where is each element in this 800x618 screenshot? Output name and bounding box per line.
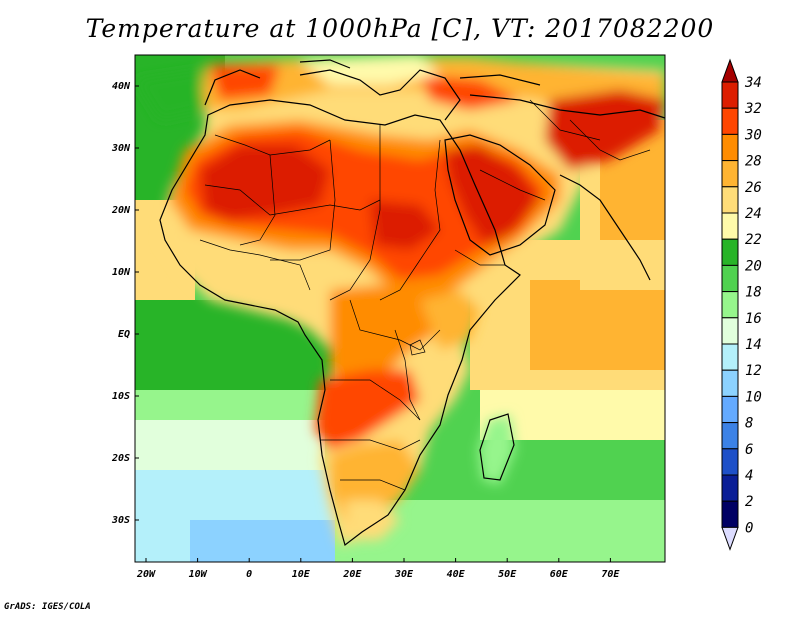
colorbar-swatch: [721, 448, 739, 476]
colorbar-label: 28: [745, 154, 762, 170]
temperature-field: [135, 55, 665, 562]
country-borders: [199, 99, 651, 491]
lon-label: 70E: [601, 569, 620, 580]
colorbar-label: 18: [745, 285, 762, 301]
map-title: Temperature at 1000hPa [C], VT: 20170822…: [85, 14, 715, 43]
lon-label: 60E: [550, 569, 569, 580]
colorbar-label: 4: [745, 468, 753, 484]
colorbar-max-arrow: [721, 58, 739, 83]
colorbar-label: 30: [744, 127, 762, 143]
colorbar-label: 2: [745, 494, 753, 510]
colorbar-label: 12: [745, 363, 762, 379]
colorbar-swatch: [721, 160, 739, 188]
colorbar-label: 26: [745, 180, 762, 196]
lat-label: 30S: [111, 515, 130, 526]
colorbar-swatch: [721, 238, 739, 266]
colorbar-label: 14: [745, 337, 762, 353]
colorbar-swatch: [721, 107, 739, 135]
colorbar-label: 20: [745, 258, 762, 274]
colorbar-min-arrow: [721, 526, 739, 551]
colorbar-swatch: [721, 343, 739, 371]
colorbar-label: 24: [745, 206, 762, 222]
lon-label: 30E: [394, 569, 414, 580]
colorbar-swatch: [721, 474, 739, 502]
lon-label: 0: [246, 569, 252, 580]
colorbar-label: 8: [745, 416, 753, 432]
lat-label: 20N: [111, 205, 131, 216]
colorbar-swatch: [721, 81, 739, 109]
plot-frame: [134, 54, 666, 563]
coastlines: [159, 59, 666, 547]
colorbar-swatch: [721, 422, 739, 450]
lon-label: 50E: [498, 569, 517, 580]
lon-label: 10E: [292, 569, 311, 580]
lat-label: 10S: [112, 391, 130, 402]
colorbar-label: 22: [745, 232, 762, 248]
colorbar-label: 6: [745, 442, 753, 458]
colorbar-swatch: [721, 186, 739, 214]
colorbar-swatch: [721, 212, 739, 240]
lat-label: 40N: [112, 81, 131, 92]
longitude-axis: 20W 10W 0 10E 20E 30E 40E 50E 60E 70E: [136, 558, 620, 580]
grads-credit: GrADS: IGES/COLA: [4, 602, 91, 612]
lat-label: 10N: [112, 267, 131, 278]
colorbar-swatch: [721, 369, 739, 397]
colorbar-label: 0: [745, 520, 753, 536]
colorbar-swatch: [721, 500, 739, 528]
colorbar-label: 16: [745, 311, 762, 327]
colorbar-label: 34: [744, 75, 762, 91]
latitude-axis: 40N 30N 20N 10N EQ 10S 20S 30S: [111, 81, 139, 526]
lat-label: EQ: [118, 329, 130, 340]
colorbar-swatch: [721, 264, 739, 293]
colorbar-label: 10: [745, 389, 762, 405]
lat-label: 30N: [111, 143, 131, 154]
lon-label: 10W: [189, 569, 208, 580]
colorbar-label: 32: [744, 101, 762, 117]
colorbar-swatch: [721, 317, 739, 345]
colorbar-swatch: [721, 133, 739, 162]
lon-label: 40E: [447, 569, 466, 580]
lon-label: 20W: [136, 569, 156, 580]
lat-label: 20S: [111, 453, 130, 464]
lon-label: 20E: [342, 569, 362, 580]
colorbar-swatch: [721, 291, 739, 319]
colorbar-swatch: [721, 395, 739, 424]
